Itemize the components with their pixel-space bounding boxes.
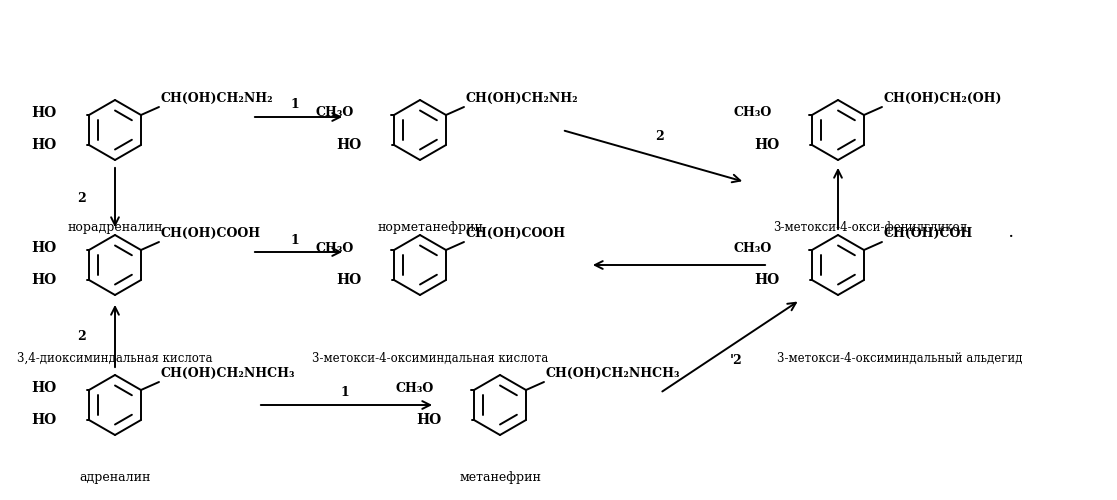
Text: норметанефрин: норметанефрин	[378, 222, 483, 234]
Text: HO: HO	[417, 413, 442, 427]
Text: HO: HO	[31, 413, 57, 427]
Text: CH₃O: CH₃O	[316, 242, 354, 254]
Text: CH(OH)CH₂NHCH₃: CH(OH)CH₂NHCH₃	[546, 367, 680, 380]
Text: 3-метокси-4-оксиминдальная кислота: 3-метокси-4-оксиминдальная кислота	[312, 352, 548, 364]
Text: 2: 2	[656, 130, 665, 143]
Text: CH(OH)CH₂NHCH₃: CH(OH)CH₂NHCH₃	[161, 367, 296, 380]
Text: норадреналин: норадреналин	[67, 222, 163, 234]
Text: 3-метокси-4-оксиминдальный альдегид: 3-метокси-4-оксиминдальный альдегид	[777, 352, 1023, 364]
Text: 1: 1	[341, 386, 350, 398]
Text: '2: '2	[729, 354, 743, 366]
Text: HO: HO	[336, 273, 362, 287]
Text: 2: 2	[77, 330, 86, 342]
Text: CH₃O: CH₃O	[734, 242, 772, 254]
Text: HO: HO	[31, 106, 57, 120]
Text: CH₃O: CH₃O	[316, 106, 354, 120]
Text: .: .	[1009, 227, 1013, 240]
Text: CH(OH)CH₂NH₂: CH(OH)CH₂NH₂	[466, 92, 579, 105]
Text: HO: HO	[31, 381, 57, 395]
Text: 3,4-диоксиминдальная кислота: 3,4-диоксиминдальная кислота	[17, 352, 212, 364]
Text: HO: HO	[755, 273, 780, 287]
Text: CH(OH)COH: CH(OH)COH	[884, 227, 973, 240]
Text: 1: 1	[290, 234, 299, 246]
Text: 2: 2	[77, 192, 86, 204]
Text: CH₃O: CH₃O	[395, 382, 435, 394]
Text: CH(OH)COOH: CH(OH)COOH	[161, 227, 261, 240]
Text: HO: HO	[755, 138, 780, 152]
Text: CH(OH)CH₂NH₂: CH(OH)CH₂NH₂	[161, 92, 274, 105]
Text: адреналин: адреналин	[79, 472, 151, 484]
Text: CH₃O: CH₃O	[734, 106, 772, 120]
Text: HO: HO	[336, 138, 362, 152]
Text: HO: HO	[31, 241, 57, 255]
Text: метанефрин: метанефрин	[459, 472, 541, 484]
Text: CH(OH)CH₂(OH): CH(OH)CH₂(OH)	[884, 92, 1002, 105]
Text: CH(OH)COOH: CH(OH)COOH	[466, 227, 566, 240]
Text: HO: HO	[31, 273, 57, 287]
Text: 3-метокси-4-окси-фенилгликол: 3-метокси-4-окси-фенилгликол	[773, 222, 967, 234]
Text: HO: HO	[31, 138, 57, 152]
Text: 1: 1	[290, 98, 299, 112]
